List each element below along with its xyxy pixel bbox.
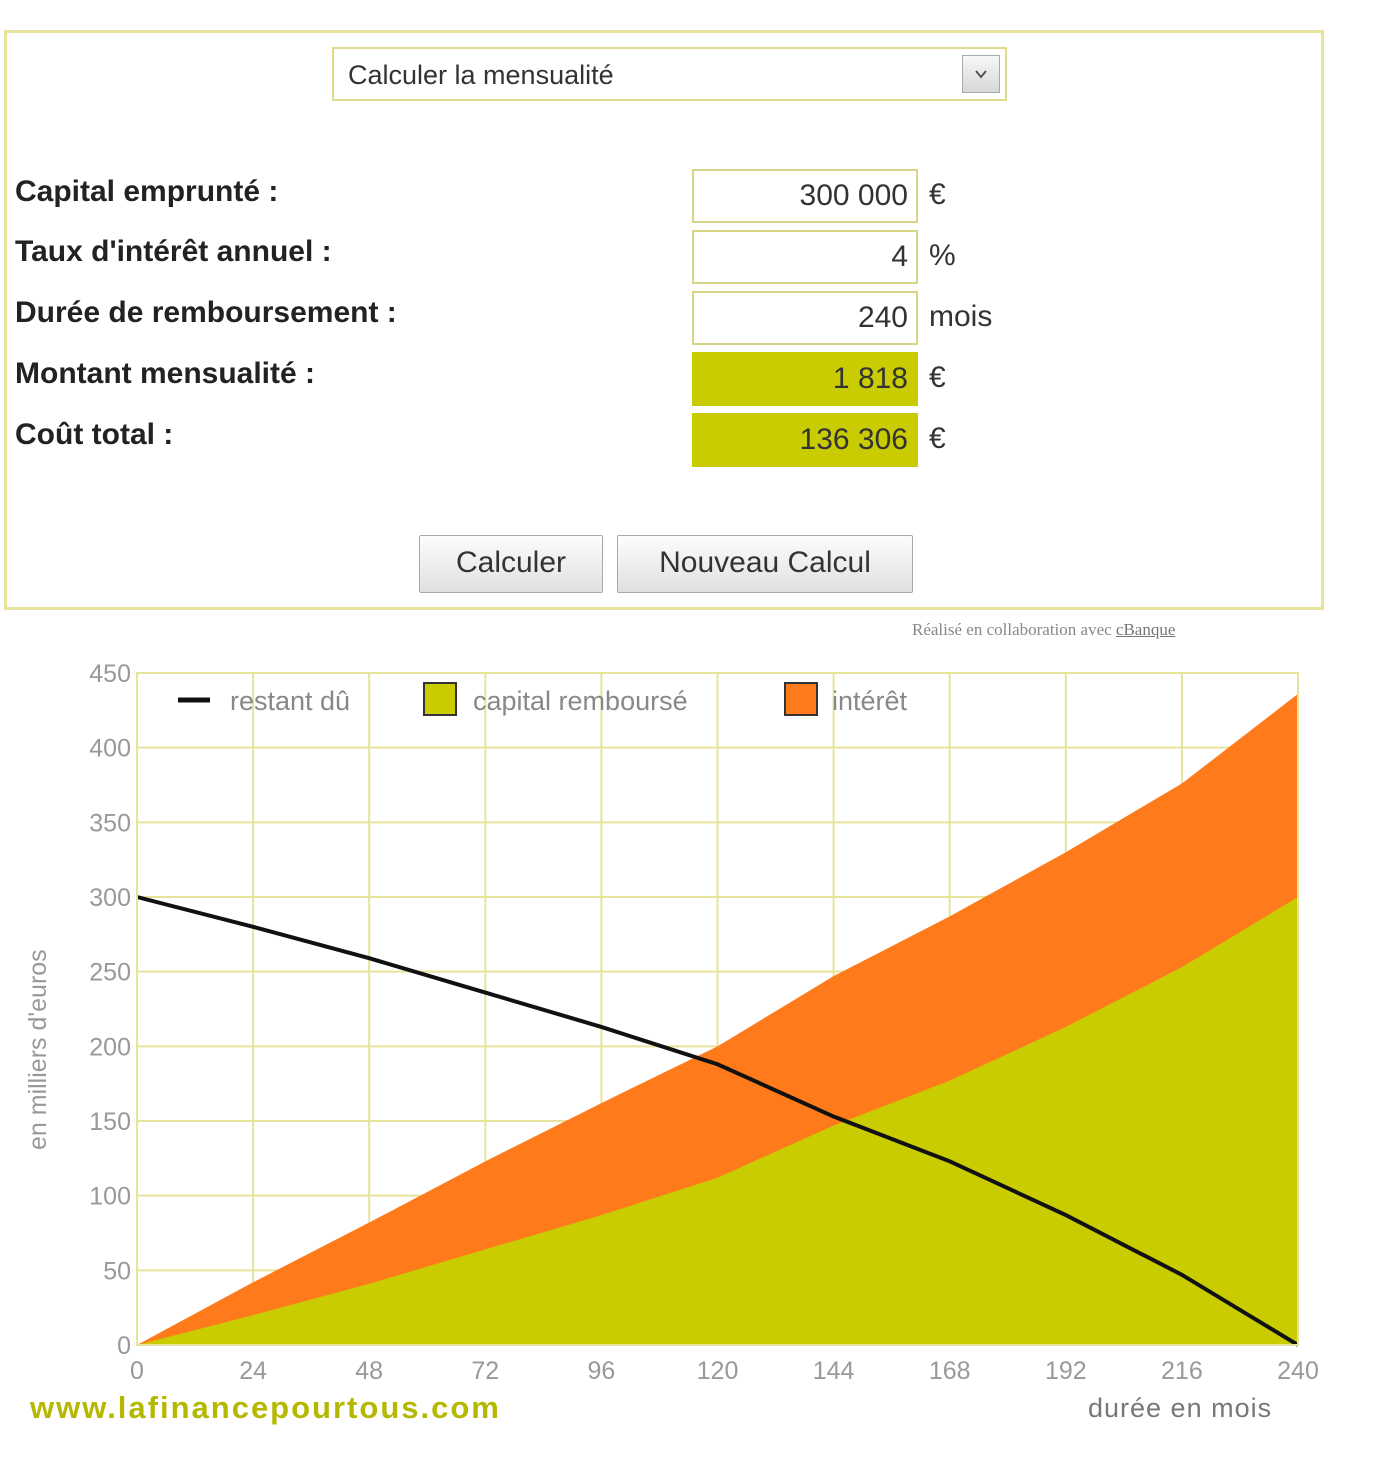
remaining-balance-line	[136, 895, 1300, 1347]
x-tick-label: 144	[813, 1357, 855, 1385]
axis-ticks: 0 50 100 150 200 250 300 350 400 450 0 24 48 72 96 120 1…	[89, 660, 1319, 1385]
rate-unit: %	[929, 239, 956, 272]
selected-mode-text: Calculer la mensualité	[348, 60, 614, 90]
x-tick-label: 240	[1277, 1357, 1319, 1385]
credit-line: Réalisé en collaboration avec cBanque	[912, 620, 1175, 640]
y-axis-label: en milliers d'euros	[24, 949, 52, 1150]
chart-legend: restant dû capital remboursé intérêt	[178, 682, 908, 716]
new-calculation-button[interactable]: Nouveau Calcul	[617, 535, 913, 593]
x-tick-label: 192	[1045, 1357, 1087, 1385]
monthly-payment-label: Montant mensualité :	[15, 357, 316, 390]
legend-capital-swatch	[423, 682, 457, 716]
monthly-payment-result: 1 818	[692, 352, 918, 406]
total-cost-label: Coût total :	[15, 418, 174, 451]
x-axis-label: durée en mois	[1088, 1393, 1273, 1423]
amortization-chart: 0 50 100 150 200 250 300 350 400 450 0 24 48 72 96 120 1…	[24, 660, 1319, 1385]
y-tick-label: 150	[89, 1108, 131, 1136]
calculate-button[interactable]: Calculer	[419, 535, 603, 593]
monthly-payment-unit: €	[929, 361, 946, 394]
credit-text: Réalisé en collaboration avec	[912, 620, 1112, 639]
duration-unit: mois	[929, 300, 993, 333]
x-tick-label: 72	[471, 1357, 499, 1385]
total-cost-result: 136 306	[692, 413, 918, 467]
calculation-mode-select[interactable]: Calculer la mensualité	[332, 47, 1007, 101]
x-tick-label: 48	[355, 1357, 383, 1385]
x-tick-label: 0	[130, 1357, 144, 1385]
x-tick-label: 120	[697, 1357, 739, 1385]
capital-input[interactable]: 300 000	[692, 169, 918, 223]
legend-interest-swatch	[784, 682, 818, 716]
legend-capital-label: capital remboursé	[473, 686, 688, 716]
y-tick-label: 400	[89, 735, 131, 763]
y-tick-label: 100	[89, 1183, 131, 1211]
x-tick-label: 24	[239, 1357, 267, 1385]
duration-label: Durée de remboursement :	[15, 296, 397, 329]
capital-unit: €	[929, 178, 946, 211]
loan-calculator-panel: Calculer la mensualité Capital emprunté …	[4, 30, 1324, 610]
rate-input[interactable]: 4	[692, 230, 918, 284]
capital-repaid-area	[137, 897, 1298, 1345]
legend-remaining-label: restant dû	[230, 686, 350, 716]
y-tick-label: 50	[103, 1257, 131, 1285]
chevron-down-icon[interactable]	[962, 55, 1000, 93]
total-cost-unit: €	[929, 422, 946, 455]
duration-input[interactable]: 240	[692, 291, 918, 345]
y-tick-label: 300	[89, 884, 131, 912]
x-tick-label: 168	[929, 1357, 971, 1385]
y-tick-label: 0	[117, 1332, 131, 1360]
y-tick-label: 450	[89, 660, 131, 688]
legend-interest-label: intérêt	[832, 686, 908, 716]
credit-link[interactable]: cBanque	[1115, 620, 1176, 639]
rate-label: Taux d'intérêt annuel :	[15, 235, 332, 268]
capital-label: Capital emprunté :	[15, 175, 279, 208]
y-tick-label: 350	[89, 809, 131, 837]
y-tick-label: 200	[89, 1033, 131, 1061]
plot-frame	[136, 672, 1299, 1346]
x-tick-label: 216	[1161, 1357, 1203, 1385]
x-tick-label: 96	[587, 1357, 615, 1385]
site-url[interactable]: www.lafinancepourtous.com	[30, 1390, 501, 1425]
y-tick-label: 250	[89, 959, 131, 987]
